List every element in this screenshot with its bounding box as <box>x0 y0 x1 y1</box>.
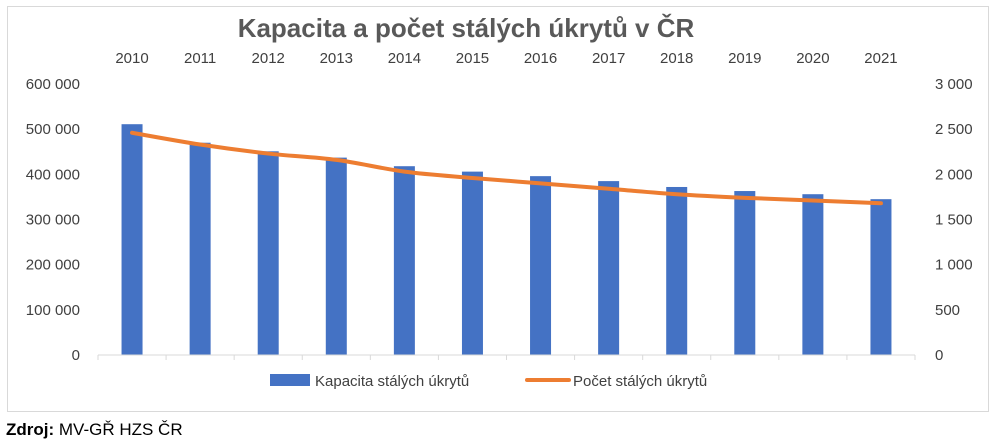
bar <box>189 142 211 355</box>
legend: Kapacita stálých úkrytů Počet stálých úk… <box>270 373 707 390</box>
x-tick-label: 2019 <box>728 50 761 67</box>
legend-bar-swatch <box>270 374 310 386</box>
chart-frame <box>7 6 989 412</box>
x-axis-ticks: 2010 2011 2012 2013 2014 2015 2016 2017 2018 2019… <box>115 50 897 67</box>
y-right-tick-label: 1 000 <box>935 257 973 274</box>
x-tick-label: 2020 <box>796 50 829 67</box>
bar <box>598 181 620 355</box>
y-right-tick-label: 2 000 <box>935 166 973 183</box>
bar <box>530 176 552 355</box>
bar <box>802 194 824 355</box>
bar <box>325 157 347 355</box>
source-text: MV-GŘ HZS ČR <box>54 420 183 439</box>
y-left-tick-label: 600 000 <box>26 76 80 93</box>
y-axis-right-ticks: 0 500 1 000 1 500 2 000 2 500 3 000 <box>935 76 973 364</box>
y-right-tick-label: 2 500 <box>935 121 973 138</box>
source-label: Zdroj: <box>6 420 55 439</box>
y-right-tick-label: 1 500 <box>935 212 973 229</box>
y-right-tick-label: 3 000 <box>935 76 973 93</box>
bar <box>121 124 143 355</box>
x-tick-label: 2016 <box>524 50 557 67</box>
y-left-tick-label: 200 000 <box>26 257 80 274</box>
y-left-tick-label: 400 000 <box>26 166 80 183</box>
x-tick-label: 2013 <box>320 50 353 67</box>
y-right-tick-label: 0 <box>935 347 943 364</box>
bar <box>734 191 756 355</box>
y-left-tick-label: 0 <box>72 347 80 364</box>
legend-bar-label: Kapacita stálých úkrytů <box>315 373 469 390</box>
y-left-tick-label: 300 000 <box>26 212 80 229</box>
bar-series <box>121 124 892 355</box>
y-right-tick-label: 500 <box>935 302 960 319</box>
x-tick-label: 2011 <box>184 50 216 67</box>
line-series <box>130 130 883 206</box>
bar <box>257 151 279 355</box>
y-axis-left-ticks: 0 100 000 200 000 300 000 400 000 500 000 600 … <box>26 76 80 364</box>
bar <box>461 171 483 355</box>
source-note: Zdroj: MV-GŘ HZS ČR <box>6 420 183 440</box>
legend-line-label: Počet stálých úkrytů <box>573 373 707 390</box>
bar <box>393 166 415 355</box>
x-tick-label: 2015 <box>456 50 489 67</box>
bar <box>666 186 688 355</box>
x-tick-label: 2018 <box>660 50 693 67</box>
x-axis-tickmarks <box>97 355 916 360</box>
y-left-tick-label: 100 000 <box>26 302 80 319</box>
bar <box>870 199 892 355</box>
x-tick-label: 2017 <box>592 50 625 67</box>
x-tick-label: 2012 <box>252 50 285 67</box>
x-tick-label: 2010 <box>115 50 148 67</box>
x-tick-label: 2014 <box>388 50 421 67</box>
y-left-tick-label: 500 000 <box>26 121 80 138</box>
chart-title: Kapacita a počet stálých úkrytů v ČR <box>238 13 695 43</box>
x-tick-label: 2021 <box>864 50 897 67</box>
